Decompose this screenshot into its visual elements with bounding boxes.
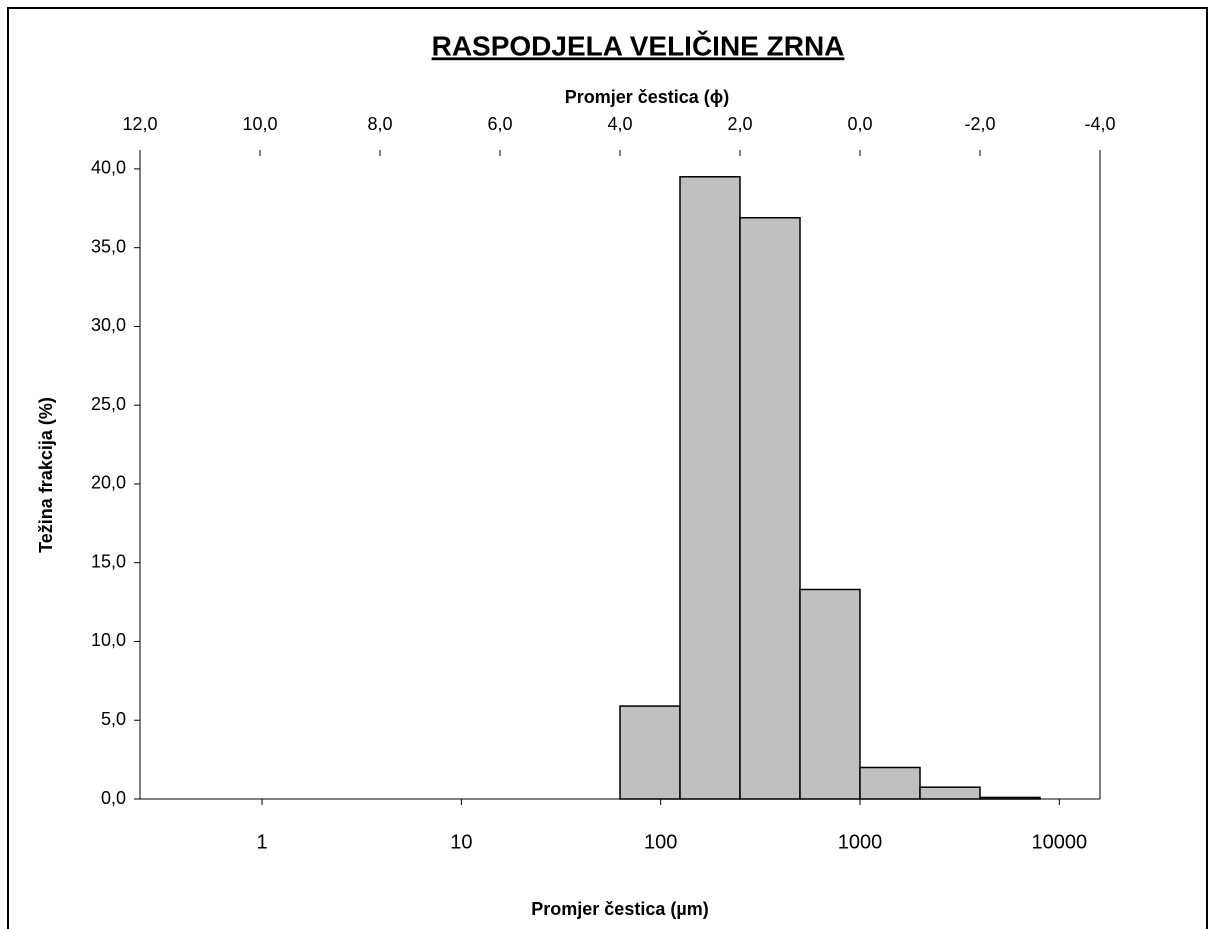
chart-title: RASPODJELA VELIČINE ZRNA	[432, 29, 845, 61]
bar	[859, 766, 921, 800]
y-tick-label: 10,0	[91, 630, 126, 650]
x2-tick-label: -2,0	[964, 114, 995, 134]
x2-tick-label: -4,0	[1084, 114, 1115, 134]
x-tick-label: 100	[644, 831, 677, 853]
x2-tick-label: 8,0	[367, 114, 392, 134]
bar	[799, 588, 861, 800]
y-tick-label: 25,0	[91, 394, 126, 414]
x-tick-label: 1	[256, 831, 267, 853]
x-axis-label: Promjer čestica (µm)	[531, 899, 708, 919]
y-tick-label: 0,0	[101, 788, 126, 808]
x2-tick-label: 4,0	[607, 114, 632, 134]
y-tick-label: 35,0	[91, 236, 126, 256]
x-tick-label: 10000	[1032, 831, 1088, 853]
x2-tick-label: 6,0	[487, 114, 512, 134]
bar	[979, 796, 1041, 800]
y-tick-label: 5,0	[101, 709, 126, 729]
bar	[739, 216, 801, 800]
y-tick-label: 30,0	[91, 315, 126, 335]
y-tick-label: 15,0	[91, 551, 126, 571]
x2-axis-label: Promjer čestica (ϕ)	[565, 87, 730, 107]
bar	[679, 176, 741, 800]
y-axis-label: Težina frakcija (%)	[36, 397, 56, 553]
x-tick-label: 1000	[838, 831, 883, 853]
x2-tick-label: 0,0	[847, 114, 872, 134]
y-tick-label: 40,0	[91, 158, 126, 178]
x-tick-label: 10	[450, 831, 472, 853]
bar	[619, 705, 681, 800]
bar	[919, 786, 981, 800]
y-tick-label: 20,0	[91, 473, 126, 493]
x2-tick-label: 12,0	[122, 114, 157, 134]
x2-tick-label: 2,0	[727, 114, 752, 134]
chart-frame	[7, 7, 1208, 929]
x2-tick-label: 10,0	[242, 114, 277, 134]
